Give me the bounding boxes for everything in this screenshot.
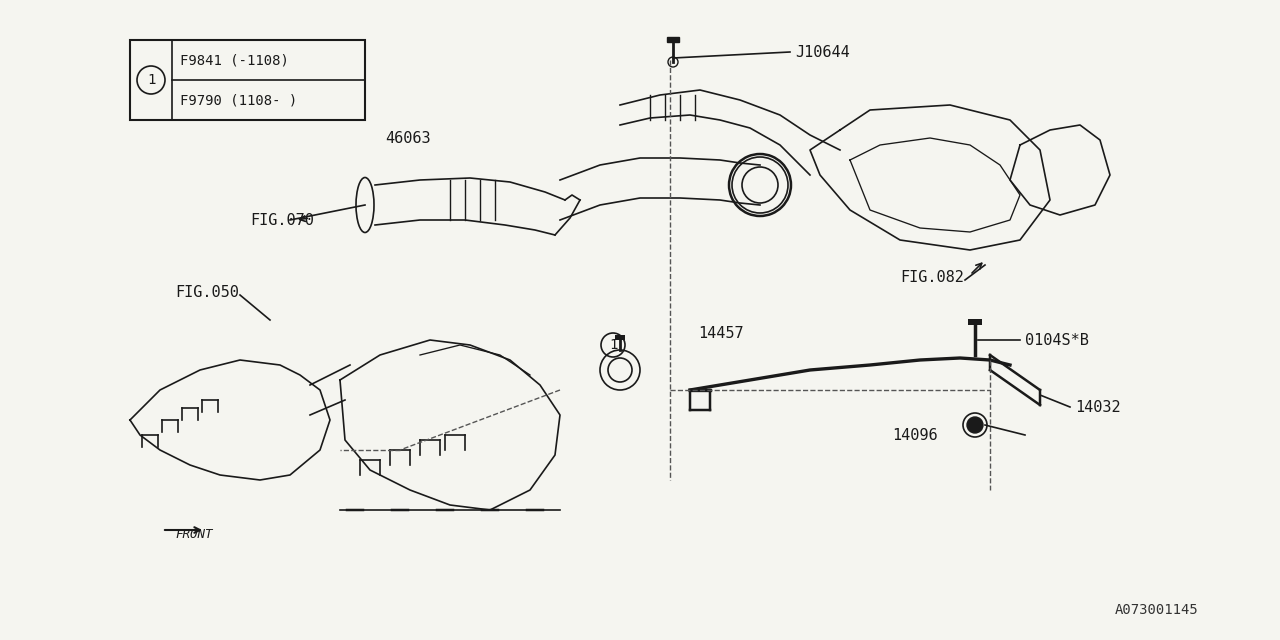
Bar [614, 335, 625, 340]
Text: FIG.070: FIG.070 [250, 212, 314, 227]
Text: 0104S*B: 0104S*B [1025, 333, 1089, 348]
Text: F9790 (1108- ): F9790 (1108- ) [180, 93, 297, 107]
Bar [968, 319, 982, 325]
Text: FRONT: FRONT [175, 529, 212, 541]
Text: 14457: 14457 [698, 326, 744, 340]
Text: J10644: J10644 [795, 45, 850, 60]
Text: F9841 (-1108): F9841 (-1108) [180, 53, 289, 67]
Text: 1: 1 [609, 338, 617, 352]
Text: 1: 1 [147, 73, 155, 87]
Circle shape [966, 417, 983, 433]
Text: 46063: 46063 [385, 131, 430, 145]
Bar [667, 37, 678, 42]
Text: A073001145: A073001145 [1115, 603, 1199, 617]
Text: FIG.050: FIG.050 [175, 285, 239, 300]
Text: 14032: 14032 [1075, 399, 1120, 415]
Bar [131, 40, 365, 120]
Text: FIG.082: FIG.082 [900, 269, 964, 285]
Text: 14096: 14096 [892, 428, 938, 442]
